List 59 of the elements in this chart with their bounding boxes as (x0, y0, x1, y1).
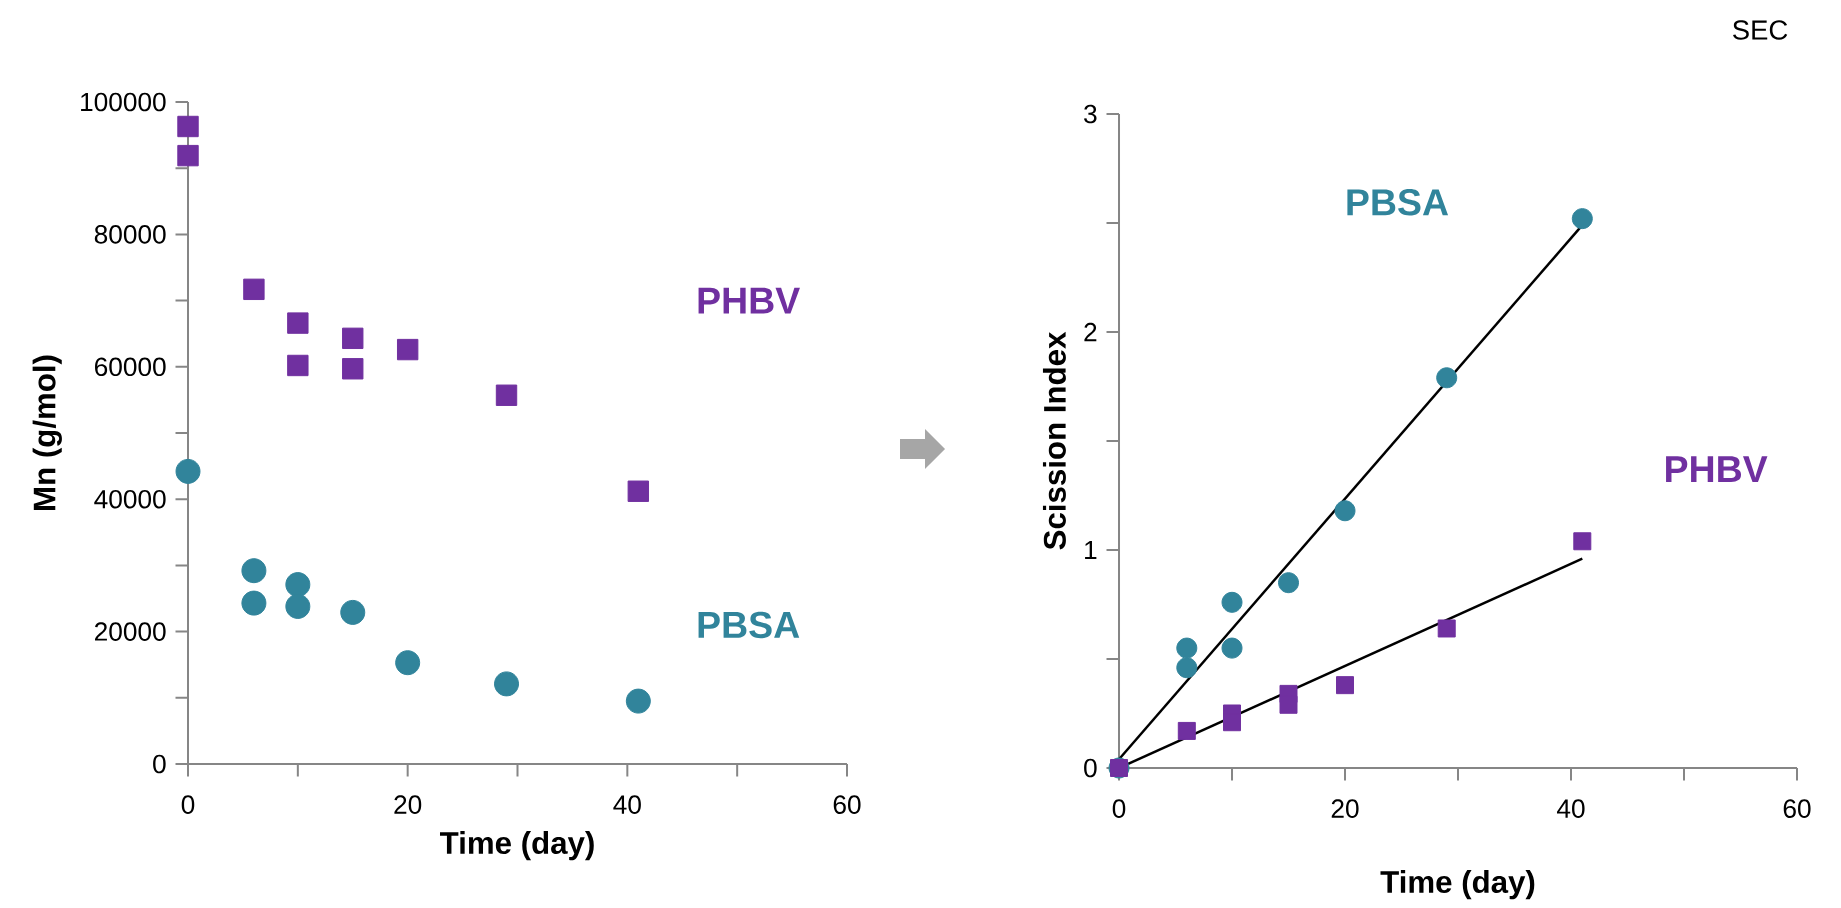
x-tick-label: 20 (394, 795, 422, 815)
point (177, 145, 199, 167)
point (285, 594, 311, 620)
point (1571, 208, 1593, 230)
point (1176, 637, 1198, 659)
point (243, 278, 265, 301)
x-axis-title: Time (day) (1380, 870, 1535, 900)
y-tick-label: 20000 (95, 622, 166, 642)
y-tick-label: 100000 (81, 92, 166, 112)
y-tick-label: 40000 (94, 490, 166, 509)
y-axis-title: Mn (g/mol) (32, 355, 62, 511)
y-axis-title: Scission Index (1042, 332, 1066, 550)
point (287, 312, 309, 335)
point (625, 688, 651, 714)
point (495, 384, 518, 407)
point (241, 590, 267, 616)
x-tick-label: 20 (1331, 799, 1359, 819)
point (285, 572, 311, 598)
point (1278, 572, 1300, 594)
point (175, 459, 201, 485)
y-tick-label: 0 (1084, 758, 1097, 778)
point (1221, 592, 1243, 614)
y-tick-label: 0 (153, 754, 166, 774)
x-axis-title: Time (day) (440, 831, 594, 861)
y-tick-label: 60000 (95, 357, 166, 377)
point (1177, 722, 1196, 741)
y-tick-label: 3 (1084, 104, 1097, 124)
point (287, 355, 309, 377)
point (1573, 532, 1592, 551)
point (1437, 619, 1456, 638)
x-tick-label: 60 (1783, 799, 1811, 819)
text: PHBV (1666, 456, 1768, 483)
point (177, 116, 199, 138)
point (340, 600, 366, 626)
y-tick-label: 1 (1085, 541, 1097, 560)
y-tick-label: 80000 (94, 225, 166, 244)
point (1334, 500, 1356, 522)
point (395, 650, 421, 676)
text: PBSA (1347, 189, 1449, 216)
point (1176, 657, 1198, 679)
point (342, 327, 364, 350)
y-tick-label: 2 (1084, 323, 1097, 342)
x-tick-label: 0 (181, 795, 195, 815)
point (1336, 676, 1355, 695)
x-tick-label: 60 (833, 795, 861, 815)
point (396, 339, 419, 361)
point (342, 358, 364, 380)
point (241, 558, 267, 584)
text: PHBV (698, 287, 800, 314)
point (1221, 637, 1243, 659)
x-tick-label: 0 (1112, 799, 1126, 819)
point (1436, 367, 1458, 389)
x-tick-label: 40 (613, 795, 641, 815)
text: PBSA (698, 611, 800, 639)
x-tick-label: 40 (1556, 799, 1585, 819)
text: SEC (1732, 20, 1788, 40)
point (627, 480, 650, 503)
point (494, 671, 520, 697)
point (1279, 696, 1298, 715)
